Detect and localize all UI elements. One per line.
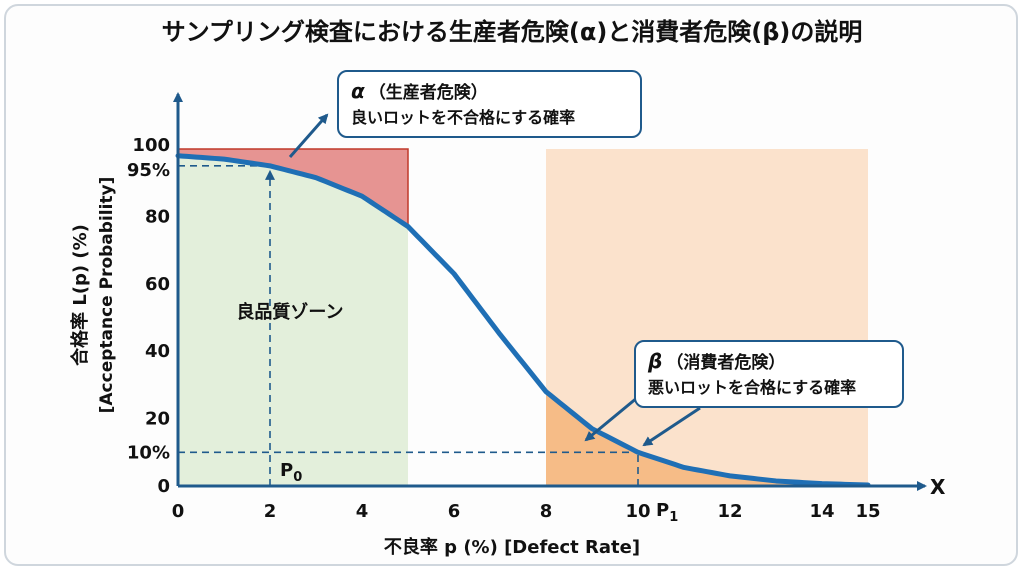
- beta-area: [546, 391, 868, 486]
- y-tick-label: 40: [145, 341, 170, 362]
- y-tick-label: 20: [145, 409, 170, 430]
- y-tick-label: 10%: [127, 442, 170, 463]
- good-quality-zone-label: 良品質ゾーン: [236, 301, 343, 323]
- y-tick-label: 95%: [127, 160, 170, 181]
- y-axis-title-line1: 合格率 L(p) (%): [69, 224, 91, 366]
- x-tick-label: 2: [264, 501, 277, 522]
- alpha-pointer-arrow: [288, 113, 329, 158]
- x-tick-label: 8: [540, 501, 553, 522]
- x-tick-label: 10: [625, 501, 650, 522]
- alpha-heading: （生産者危険）: [368, 83, 488, 103]
- beta-symbol: β: [648, 349, 663, 373]
- x-tick-label: 12: [717, 501, 742, 522]
- beta-pointer-arrow-point: [642, 406, 701, 447]
- p1-label: P1: [656, 500, 678, 525]
- x-tick-label: 0: [172, 501, 185, 522]
- beta-description: 悪いロットを合格にする確率: [648, 378, 857, 397]
- x-axis-end-label: X: [930, 475, 946, 499]
- beta-heading: （消費者危険）: [666, 353, 786, 373]
- beta-callout: β （消費者危険） 悪いロットを合格にする確率: [634, 340, 904, 408]
- y-axis-title-line2: [Acceptance Probability]: [97, 177, 117, 414]
- oc-curve-line: [175, 153, 871, 488]
- good-quality-zone: [178, 149, 408, 486]
- x-tick-label: 14: [809, 501, 834, 522]
- x-tick-label: 15: [855, 501, 880, 522]
- chart-title: サンプリング検査における生産者危険(α)と消費者危険(β)の説明: [161, 18, 863, 46]
- alpha-callout: α （生産者危険） 良いロットを不合格にする確率: [337, 70, 642, 138]
- y-tick-label: 80: [145, 206, 170, 227]
- alpha-symbol: α: [351, 79, 365, 103]
- alpha-description: 良いロットを不合格にする確率: [351, 108, 576, 127]
- y-tick-label: 0: [157, 476, 170, 497]
- x-axis-title: 不良率 p (%) [Defect Rate]: [384, 536, 640, 558]
- y-tick-label: 60: [145, 274, 170, 295]
- x-tick-label: 4: [356, 501, 369, 522]
- beta-pointer-arrow-area: [584, 395, 639, 442]
- x-tick-label: 6: [448, 501, 461, 522]
- y-tick-label: 100: [132, 135, 170, 156]
